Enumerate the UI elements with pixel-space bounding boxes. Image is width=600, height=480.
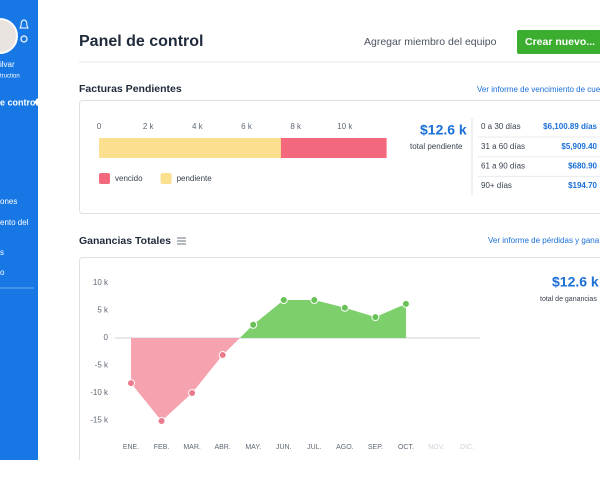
x-tick-label: MAR. (183, 444, 201, 451)
total-label: total pendiente (410, 142, 463, 151)
invoice-chart: 0 2 k 4 k 6 k 8 k 10 k vencido pendiente (97, 122, 387, 184)
bell-icon[interactable] (19, 19, 29, 29)
row-value: $680.90 (568, 162, 597, 171)
y-tick-label: 10 k (93, 278, 109, 287)
gains-chart: 10 k 5 k 0 -5 k -10 k -15 k ENE. FEB. MAR. ABR. MA… (90, 278, 480, 451)
total-value: $12.6 k (552, 274, 599, 290)
data-point (188, 389, 197, 397)
x-tick-label: DIC. (460, 444, 474, 451)
x-tick-label: 8 k (290, 122, 302, 131)
x-tick-label: SEP. (368, 444, 383, 451)
legend-swatch (160, 173, 172, 184)
x-tick-label: NOV. (428, 444, 445, 451)
sidebar (0, 0, 38, 460)
nav-item[interactable]: s (0, 248, 4, 257)
y-tick-label: -10 k (90, 388, 109, 397)
nav-item[interactable]: ento del (0, 218, 29, 227)
user-name: ilvar (0, 60, 15, 69)
legend-label: pendiente (177, 174, 213, 183)
user-company: truction (0, 74, 20, 80)
y-tick-label: 0 (104, 333, 109, 342)
x-tick-label: JUL. (307, 444, 321, 451)
bar-segment (280, 138, 387, 158)
y-tick-label: -15 k (90, 416, 109, 425)
data-point (340, 303, 349, 312)
data-point (157, 417, 166, 426)
y-tick-label: -5 k (95, 361, 109, 370)
x-tick-label: 2 k (143, 122, 155, 131)
active-caret (34, 98, 38, 106)
data-point (249, 320, 258, 329)
legend-label: vencido (115, 174, 143, 183)
section-title: Facturas Pendientes (79, 83, 182, 95)
area-positive (131, 300, 406, 338)
row-label: 90+ días (481, 181, 512, 190)
data-point (371, 313, 380, 322)
legend-swatch (99, 173, 110, 184)
row-value: $5,909.40 (561, 142, 597, 151)
x-tick-label: 10 k (337, 122, 353, 131)
add-member-link[interactable]: Agregar miembro del equipo (364, 36, 497, 48)
x-tick-label: AGO. (336, 444, 354, 451)
row-label: 61 a 90 días (481, 162, 525, 171)
data-point (279, 296, 288, 305)
row-label: 31 a 60 días (481, 142, 525, 151)
data-point (401, 299, 410, 308)
x-tick-label: FEB. (154, 444, 170, 451)
total-value: $12.6 k (420, 122, 467, 138)
nav-active[interactable]: e control (0, 97, 38, 107)
x-tick-label: MAY. (245, 444, 261, 451)
x-tick-label: ABR. (214, 444, 230, 451)
nav-item[interactable]: o (0, 268, 5, 277)
report-link[interactable]: Ver informe de vencimiento de cue (477, 85, 600, 94)
total-label: total de ganancias (540, 296, 597, 303)
create-button-label[interactable]: Crear nuevo... (525, 36, 595, 48)
row-label: 0 a 30 días (481, 122, 521, 131)
settings-icon[interactable] (20, 35, 28, 43)
x-tick-label: JUN. (276, 444, 292, 451)
x-tick-label: 4 k (192, 122, 204, 131)
x-tick-label: OCT. (398, 444, 414, 451)
filter-icon[interactable] (177, 237, 186, 245)
page-title: Panel de control (79, 33, 203, 50)
data-point (218, 351, 227, 360)
section-title: Ganancias Totales (79, 235, 171, 247)
aging-table: 0 a 30 días $6,100.89 días 31 a 60 días $5,… (478, 122, 600, 190)
nav-item[interactable]: ones (0, 197, 17, 206)
x-tick-label: 6 k (241, 122, 253, 131)
y-tick-label: 5 k (97, 306, 109, 315)
row-value: $6,100.89 días (543, 122, 597, 131)
data-point (310, 296, 319, 305)
bottom-fade (0, 460, 600, 480)
row-value: $194.70 (568, 181, 597, 190)
data-point (127, 379, 135, 388)
x-tick-label: 0 (97, 122, 102, 131)
avatar[interactable] (0, 18, 18, 54)
x-tick-label: ENE. (123, 444, 139, 451)
create-button[interactable] (517, 30, 600, 54)
report-link[interactable]: Ver informe de pérdidas y gana (488, 236, 600, 245)
area-negative (131, 338, 406, 422)
bar-segment (99, 138, 281, 158)
